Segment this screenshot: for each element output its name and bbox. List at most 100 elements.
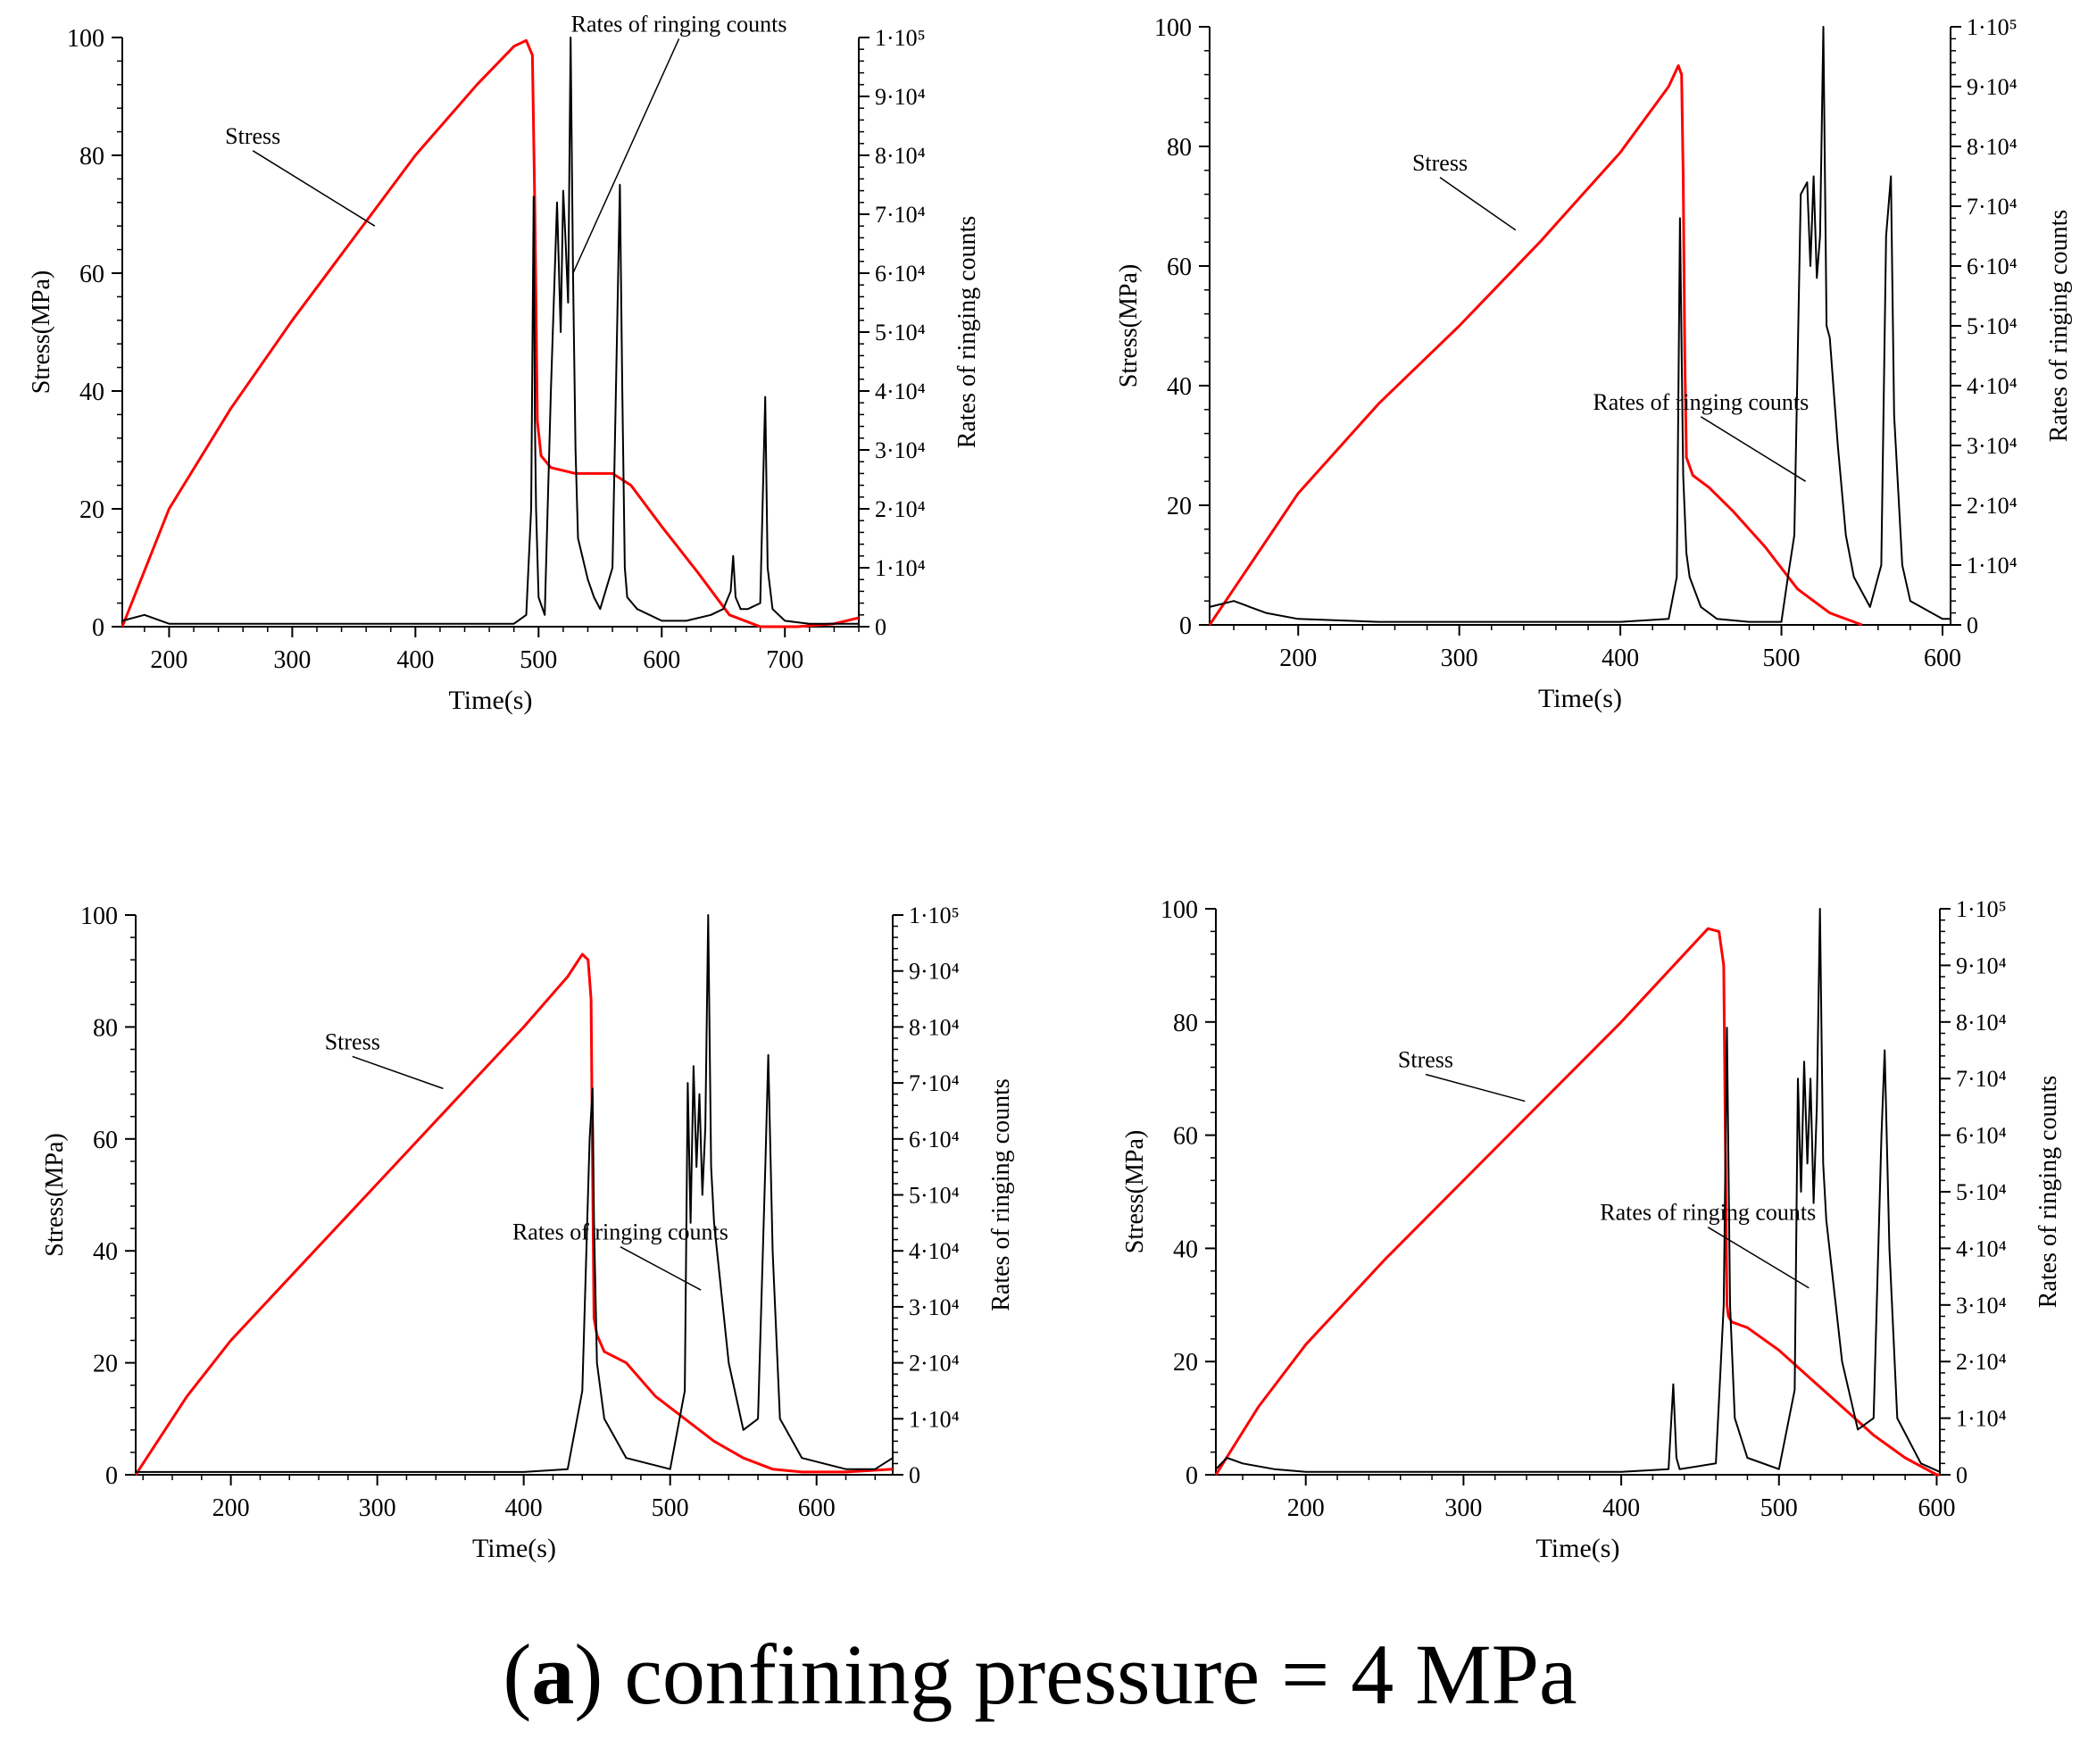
- stress-series-line: [134, 953, 894, 1476]
- y-axis-title: Stress(MPa): [41, 1133, 69, 1256]
- y-tick-label: 40: [1167, 373, 1192, 401]
- x-axis-title: Time(s): [449, 686, 533, 715]
- y2-tick-label: 9·10⁴: [909, 959, 960, 985]
- y-tick-label: 60: [1167, 254, 1192, 281]
- y-tick-label: 80: [1173, 1010, 1198, 1037]
- x-tick-label: 300: [359, 1494, 396, 1522]
- x-tick-label: 200: [150, 646, 187, 674]
- y2-tick-label: 4·10⁴: [1956, 1236, 2007, 1261]
- y-tick-label: 40: [79, 379, 104, 406]
- y2-tick-label: 0: [1967, 612, 1978, 638]
- y2-tick-label: 6·10⁴: [909, 1127, 960, 1152]
- caption-open-paren: (: [503, 1627, 532, 1722]
- y2-tick-label: 7·10⁴: [1967, 194, 2018, 220]
- x-tick-label: 400: [1602, 1494, 1640, 1522]
- y2-tick-label: 6·10⁴: [1956, 1123, 2007, 1149]
- x-tick-label: 200: [1279, 645, 1317, 672]
- caption-close-paren: ): [574, 1627, 603, 1722]
- x-tick-label: 200: [1287, 1494, 1325, 1522]
- x-tick-label: 300: [1444, 1494, 1482, 1522]
- y-tick-label: 20: [1167, 493, 1192, 520]
- y2-tick-label: 5·10⁴: [1956, 1179, 2007, 1205]
- y2-tick-label: 1·10⁴: [909, 1406, 960, 1432]
- ringing-annotation-label: Rates of ringing counts: [512, 1219, 728, 1245]
- stress-series-line: [1214, 927, 1940, 1477]
- y2-tick-label: 9·10⁴: [1967, 74, 2018, 100]
- y2-axis-title: Rates of ringing counts: [2045, 210, 2073, 443]
- y-tick-label: 100: [67, 25, 104, 53]
- y-tick-label: 100: [80, 903, 118, 930]
- annotation-leader-line: [620, 1245, 702, 1291]
- y-tick-label: 20: [1173, 1349, 1198, 1377]
- stress-annotation-label: Stress: [325, 1028, 380, 1054]
- y2-tick-label: 5·10⁴: [909, 1183, 960, 1209]
- y2-tick-label: 4·10⁴: [1967, 373, 2018, 399]
- y2-tick-label: 3·10⁴: [1967, 433, 2018, 459]
- x-tick-label: 300: [273, 646, 311, 674]
- y2-tick-label: 3·10⁴: [875, 437, 926, 463]
- annotation-leader-line: [252, 150, 376, 227]
- y2-tick-label: 3·10⁴: [1956, 1293, 2007, 1319]
- x-tick-label: 500: [652, 1494, 689, 1522]
- y2-tick-label: 6·10⁴: [1967, 254, 2018, 279]
- stress-annotation-label: Stress: [225, 123, 280, 149]
- y-tick-label: 100: [1154, 14, 1192, 42]
- y2-tick-label: 8·10⁴: [1956, 1010, 2007, 1036]
- chart-panel-1: 200 300 400 500 600 700 0 20 40 60 80 100 0 1·10⁴ 2·10…: [28, 11, 981, 715]
- y-tick-label: 20: [79, 496, 104, 524]
- x-tick-label: 700: [766, 646, 803, 674]
- y-tick-label: 80: [1167, 134, 1192, 162]
- x-tick-label: 500: [1763, 645, 1801, 672]
- y-tick-label: 0: [105, 1462, 118, 1490]
- ringing-annotation-label: Rates of ringing counts: [1600, 1200, 1816, 1226]
- ringing-counts-series-line: [136, 914, 894, 1473]
- x-tick-label: 600: [643, 646, 680, 674]
- y2-tick-label: 8·10⁴: [1967, 134, 2018, 160]
- annotation-leader-line: [352, 1055, 444, 1090]
- caption-text: confining pressure = 4 MPa: [603, 1627, 1577, 1722]
- x-tick-label: 600: [1918, 1494, 1955, 1522]
- chart-panel-2: 200 300 400 500 60002040608010001·10⁴2·10⁴3·…: [1115, 14, 2073, 713]
- annotation-leader-line: [1707, 1227, 1810, 1289]
- y2-tick-label: 2·10⁴: [1956, 1349, 2007, 1375]
- y-tick-label: 60: [1173, 1123, 1198, 1151]
- y2-tick-label: 1·10⁴: [875, 555, 926, 581]
- stress-annotation-label: Stress: [1412, 150, 1468, 176]
- y-tick-label: 0: [92, 614, 104, 642]
- y2-tick-label: 5·10⁴: [875, 320, 926, 345]
- y-tick-label: 40: [93, 1238, 118, 1266]
- ringing-counts-series-line: [1215, 908, 1941, 1473]
- y-tick-label: 0: [1179, 612, 1192, 640]
- y-tick-label: 60: [93, 1127, 118, 1154]
- x-tick-label: 200: [212, 1494, 250, 1522]
- y2-tick-label: 0: [909, 1462, 920, 1488]
- y-tick-label: 60: [79, 261, 104, 288]
- y2-tick-label: 4·10⁴: [909, 1238, 960, 1264]
- y2-tick-label: 8·10⁴: [875, 143, 926, 169]
- y-tick-label: 40: [1173, 1236, 1198, 1263]
- ringing-counts-series-line: [1209, 26, 1951, 623]
- x-tick-label: 600: [1924, 645, 1961, 672]
- y2-tick-label: 2·10⁴: [909, 1351, 960, 1377]
- ringing-counts-series-line: [121, 37, 859, 625]
- y-axis-title: Stress(MPa): [1115, 264, 1143, 387]
- x-tick-label: 400: [1602, 645, 1639, 672]
- y2-tick-label: 1·10⁵: [875, 25, 926, 51]
- y-tick-label: 80: [79, 143, 104, 171]
- y-tick-label: 80: [93, 1014, 118, 1042]
- x-tick-label: 400: [505, 1494, 543, 1522]
- caption-panel-letter: a: [531, 1627, 575, 1722]
- y2-tick-label: 1·10⁵: [1967, 14, 2018, 40]
- y2-tick-label: 1·10⁴: [1956, 1406, 2007, 1432]
- y-tick-label: 20: [93, 1351, 118, 1378]
- ringing-annotation-label: Rates of ringing counts: [571, 11, 787, 37]
- stress-series-line: [121, 38, 860, 628]
- y-tick-label: 0: [1186, 1462, 1198, 1490]
- y2-tick-label: 0: [1956, 1462, 1968, 1488]
- x-tick-label: 600: [798, 1494, 836, 1522]
- y2-tick-label: 1·10⁵: [909, 903, 960, 928]
- y2-tick-label: 8·10⁴: [909, 1014, 960, 1040]
- x-tick-label: 400: [396, 646, 434, 674]
- y2-tick-label: 2·10⁴: [1967, 493, 2018, 519]
- y2-tick-label: 7·10⁴: [875, 202, 926, 228]
